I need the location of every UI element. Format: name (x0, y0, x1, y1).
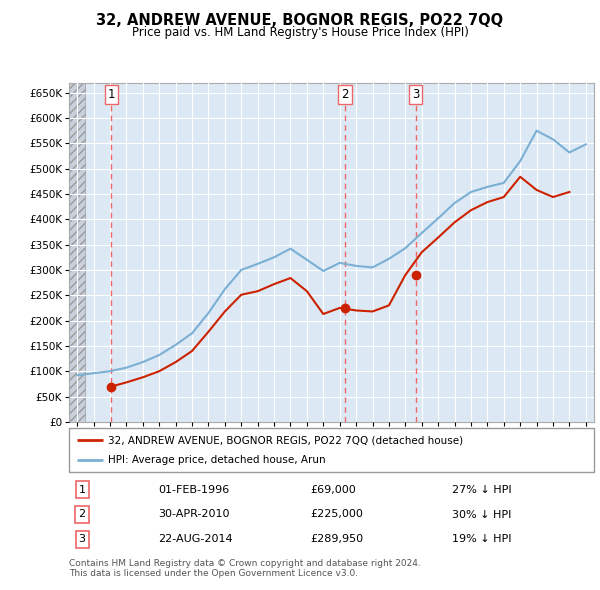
Text: 32, ANDREW AVENUE, BOGNOR REGIS, PO22 7QQ: 32, ANDREW AVENUE, BOGNOR REGIS, PO22 7Q… (97, 13, 503, 28)
Text: This data is licensed under the Open Government Licence v3.0.: This data is licensed under the Open Gov… (69, 569, 358, 578)
Text: 2: 2 (341, 88, 349, 101)
Text: £289,950: £289,950 (311, 535, 364, 545)
Text: 3: 3 (79, 535, 86, 545)
Text: 30-APR-2010: 30-APR-2010 (158, 510, 230, 519)
Text: 19% ↓ HPI: 19% ↓ HPI (452, 535, 512, 545)
Text: 01-FEB-1996: 01-FEB-1996 (158, 484, 229, 494)
Text: 27% ↓ HPI: 27% ↓ HPI (452, 484, 512, 494)
Text: HPI: Average price, detached house, Arun: HPI: Average price, detached house, Arun (109, 455, 326, 464)
Text: £225,000: £225,000 (311, 510, 364, 519)
Text: 3: 3 (412, 88, 419, 101)
Bar (69, 83, 85, 422)
Text: £69,000: £69,000 (311, 484, 356, 494)
Text: 1: 1 (79, 484, 86, 494)
Text: 1: 1 (107, 88, 115, 101)
Text: 30% ↓ HPI: 30% ↓ HPI (452, 510, 512, 519)
Text: Contains HM Land Registry data © Crown copyright and database right 2024.: Contains HM Land Registry data © Crown c… (69, 559, 421, 568)
Text: 32, ANDREW AVENUE, BOGNOR REGIS, PO22 7QQ (detached house): 32, ANDREW AVENUE, BOGNOR REGIS, PO22 7Q… (109, 435, 464, 445)
Text: Price paid vs. HM Land Registry's House Price Index (HPI): Price paid vs. HM Land Registry's House … (131, 26, 469, 39)
Text: 2: 2 (79, 510, 86, 519)
Text: 22-AUG-2014: 22-AUG-2014 (158, 535, 233, 545)
Bar (69, 83, 85, 422)
